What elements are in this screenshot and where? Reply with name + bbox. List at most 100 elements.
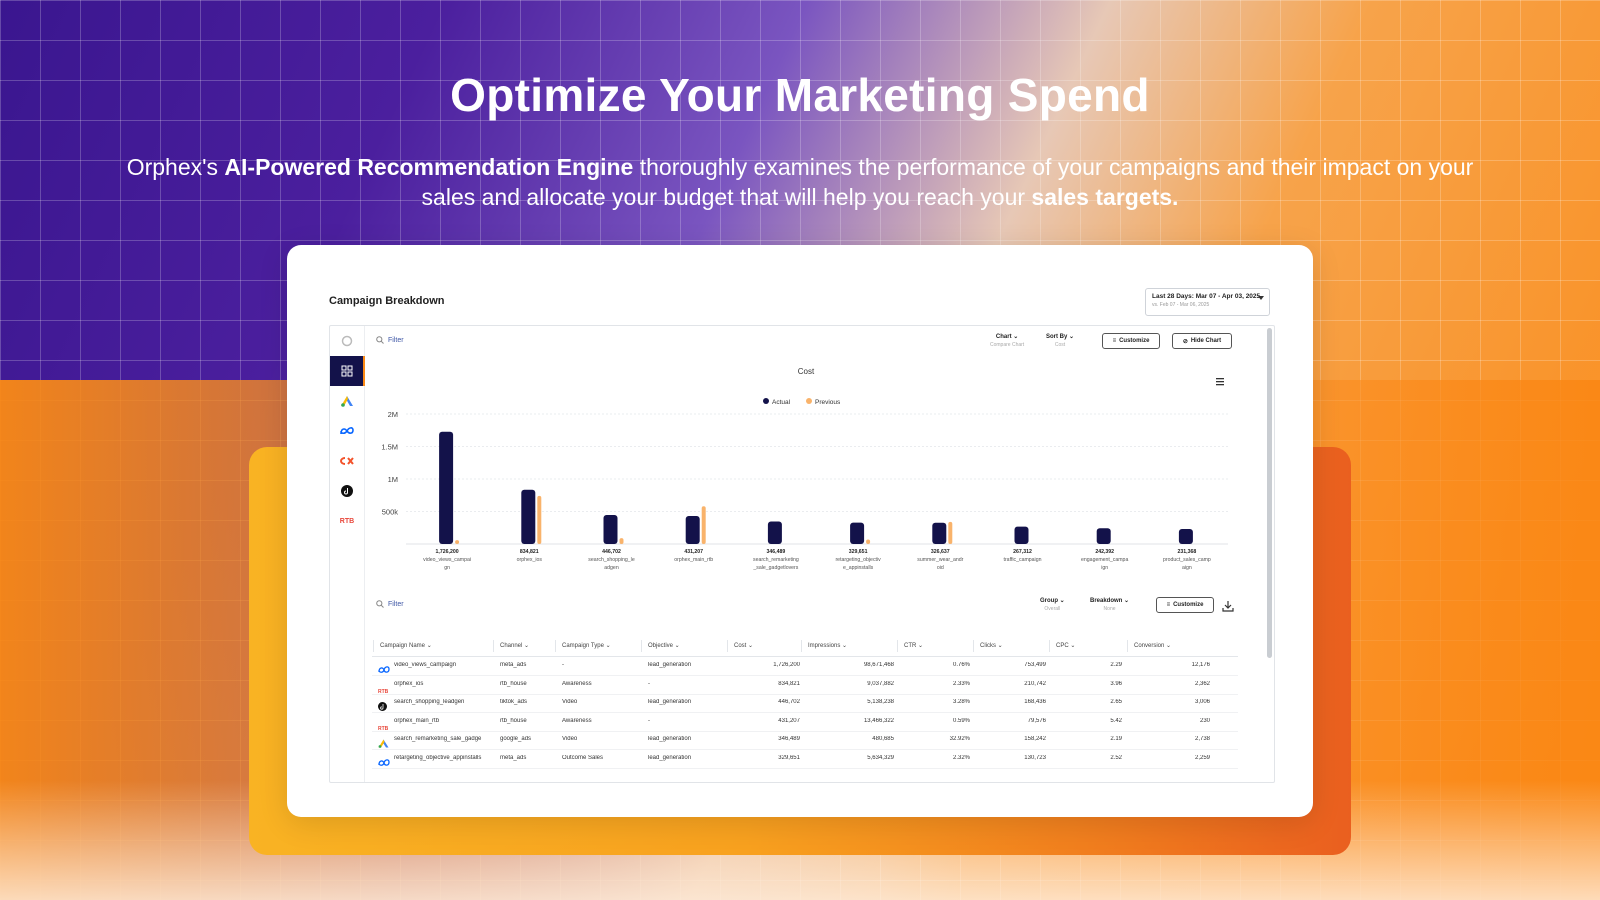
column-header-type[interactable]: Campaign Type ⌄ [562,643,611,649]
cell-name: search_shopping_leadgen [394,699,465,705]
rail-item-google-ads[interactable] [330,386,364,416]
column-header-objective[interactable]: Objective ⌄ [648,643,680,649]
y-tick-label: 1.5M [381,443,398,452]
y-tick-label: 500k [382,508,399,517]
date-compare-label: vs. Feb 07 - Mar 06, 2025 [1152,302,1210,308]
table-row[interactable]: search_shopping_leadgen tiktok_ads Video le… [372,694,1238,713]
download-icon [1222,601,1234,612]
customize-table-button[interactable]: ≡ Customize [1156,597,1214,613]
cell-ctr: 3.28% [952,699,970,705]
column-divider[interactable] [373,640,374,652]
bar-actual[interactable] [603,514,618,544]
cell-channel: tiktok_ads [500,699,528,705]
column-header-cost[interactable]: Cost ⌄ [734,643,754,649]
column-divider[interactable] [727,640,728,652]
bar-actual[interactable] [767,521,782,544]
group-sub-label: Overall [1044,606,1061,612]
cell-channel: rtb_house [500,680,527,687]
bar-actual[interactable] [850,522,865,544]
column-header-clicks[interactable]: Clicks ⌄ [980,643,1003,649]
customize-chart-button[interactable]: ≡ Customize [1102,333,1160,349]
date-range-picker[interactable]: Last 28 Days: Mar 07 - Apr 03, 2025 vs. … [1145,288,1270,316]
bar-value-label: 326,637 [931,549,950,555]
column-header-cpc[interactable]: CPC ⌄ [1056,643,1076,649]
cell-objective: lead_generation [648,699,692,705]
list-icon: ≡ [1112,338,1117,344]
column-divider[interactable] [801,640,802,652]
bar-actual[interactable] [439,431,454,544]
bar-previous[interactable] [948,521,953,544]
cell-impressions: 5,138,238 [867,699,894,705]
bar-actual[interactable] [521,489,536,544]
bar-previous[interactable] [455,540,460,544]
column-divider[interactable] [1127,640,1128,652]
chart-type-control[interactable]: Chart ⌄ Compare Chart [990,334,1025,348]
x-tick-label: orphex_main_rtb [674,557,713,563]
panel-scrollbar[interactable] [1267,328,1272,658]
column-header-impressions[interactable]: Impressions ⌄ [808,643,848,649]
subtitle-part: thoroughly examines the performance of y… [421,154,1474,210]
table-row[interactable]: RTB orphex_ios rtb_house Awareness - 834,821 9… [372,676,1238,695]
hide-chart-button[interactable]: ⊘ Hide Chart [1172,333,1232,349]
table-row[interactable]: RTB orphex_main_rtb rtb_house Awareness - 431… [372,713,1238,732]
column-header-conversion[interactable]: Conversion ⌄ [1134,643,1172,649]
bar-actual[interactable] [1178,528,1193,544]
rail-item-meta[interactable] [330,416,364,446]
cell-type: Video [562,699,578,705]
x-tick-label: ign [1101,565,1108,571]
subtitle-part: Orphex's [126,154,225,180]
cell-ctr: 0.76% [952,662,970,668]
rail-item-all[interactable] [330,356,365,386]
bar-value-label: 1,726,200 [436,549,459,555]
tiktok-icon [378,698,387,716]
bar-previous[interactable] [537,495,542,544]
bar-previous[interactable] [619,538,624,544]
table-filter[interactable]: Filter [376,600,404,608]
bar-value-label: 346,489 [767,549,786,555]
bar-actual[interactable] [685,515,700,544]
table-row[interactable]: search_remarketing_sale_gadge google_ads V… [372,731,1238,750]
cell-name: video_views_campaign [394,662,457,668]
chart-filter[interactable]: Filter [376,336,404,344]
bar-previous[interactable] [866,539,871,544]
group-control[interactable]: Group ⌄ Overall [1040,598,1065,612]
breakdown-control[interactable]: Breakdown ⌄ None [1090,598,1130,612]
chevron-down-icon [1258,296,1264,300]
cost-bar-chart: Cost Actual Previous 2M 1.5M 1M 500k 1,726,2… [381,367,1228,571]
chart-label: Chart [995,334,1012,340]
table-row[interactable]: retargeting_objective_appinstalls meta_ad… [372,750,1238,769]
chart-menu-icon[interactable] [1216,378,1224,386]
hero-subtitle: Orphex's AI-Powered Recommendation Engin… [120,152,1480,212]
rail-item-tiktok[interactable] [330,476,364,506]
column-divider[interactable] [641,640,642,652]
cell-channel: google_ads [500,736,532,742]
rail-item-criteo[interactable] [330,446,364,476]
cell-clicks: 753,499 [1024,662,1046,668]
rail-item-toggle[interactable] [330,326,364,356]
download-button[interactable] [1222,599,1234,617]
x-tick-label: product_sales_camp [1163,557,1211,563]
bar-actual[interactable] [1096,528,1111,544]
column-divider[interactable] [897,640,898,652]
sort-by-control[interactable]: Sort By ⌄ Cost [1046,334,1075,348]
column-header-ctr[interactable]: CTR ⌄ [904,643,924,649]
bar-actual[interactable] [1014,526,1029,544]
bar-previous[interactable] [701,506,706,544]
cell-name: retargeting_objective_appinstalls [394,754,482,761]
column-divider[interactable] [1049,640,1050,652]
cell-objective: - [648,717,650,724]
x-tick-label: summer_wear_andr [917,557,963,563]
table-row[interactable]: video_views_campaign meta_ads - lead_genera… [372,657,1238,676]
bar-value-label: 834,821 [520,549,539,555]
filter-label: Filter [388,336,404,344]
column-divider[interactable] [973,640,974,652]
column-header-channel[interactable]: Channel ⌄ [500,643,530,649]
column-divider[interactable] [493,640,494,652]
column-divider[interactable] [555,640,556,652]
bar-value-label: 431,207 [684,549,703,555]
channel-rail: RTB [330,326,365,782]
rail-item-rtb[interactable]: RTB [330,506,364,536]
column-header-name[interactable]: Campaign Name ⌄ [380,643,432,649]
cell-conversion: 2,362 [1194,680,1210,687]
bar-actual[interactable] [932,522,947,544]
